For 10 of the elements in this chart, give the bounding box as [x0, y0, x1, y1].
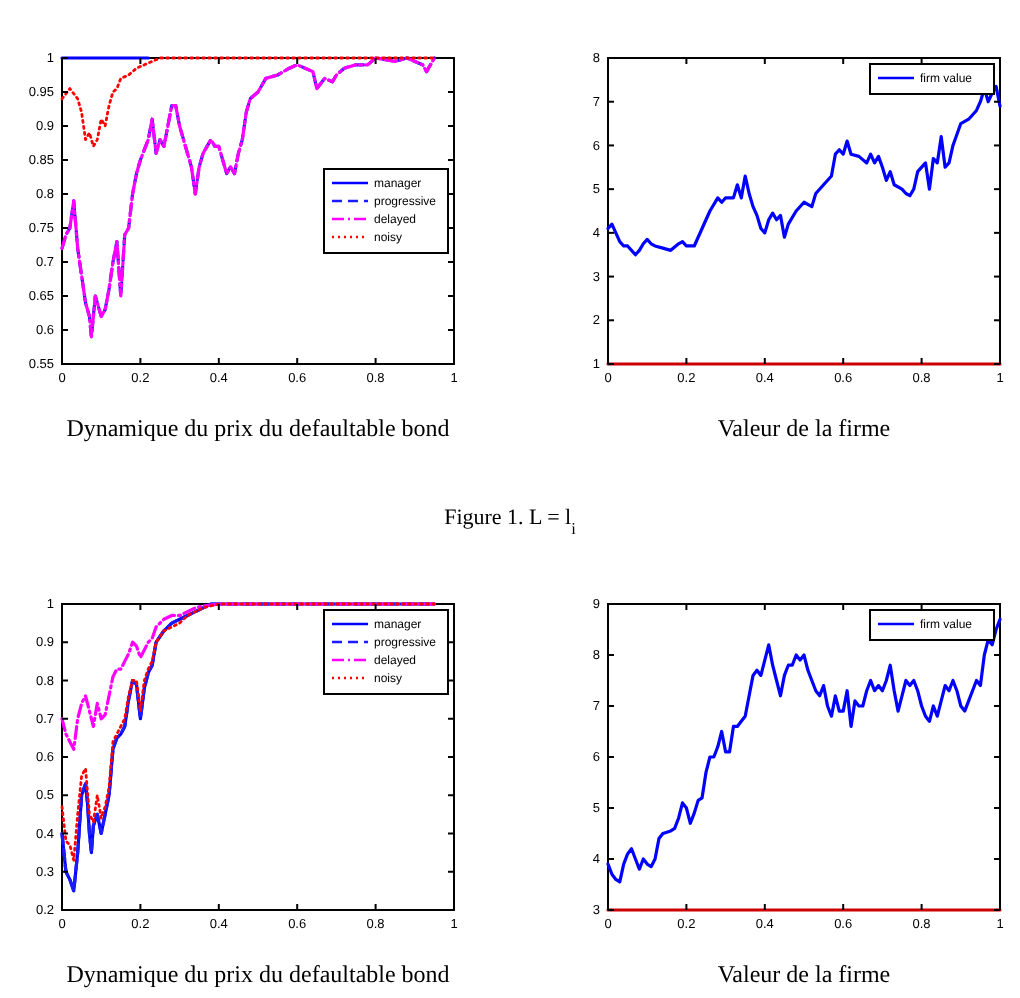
- line-series: [60, 56, 436, 148]
- x-axis-title: Dynamique du prix du defaultable bond: [66, 414, 450, 442]
- x-axis-title: Valeur de la firme: [717, 414, 891, 442]
- x-axis-title: Valeur de la firme: [717, 960, 891, 988]
- line-series: [606, 617, 1002, 884]
- line-series: [606, 84, 1002, 257]
- line-series: [60, 56, 436, 339]
- caption: Figure 1. L = l$_{i}$: [444, 506, 578, 537]
- x-axis-title: Dynamique du prix du defaultable bond: [66, 960, 450, 988]
- line-series: [60, 602, 436, 751]
